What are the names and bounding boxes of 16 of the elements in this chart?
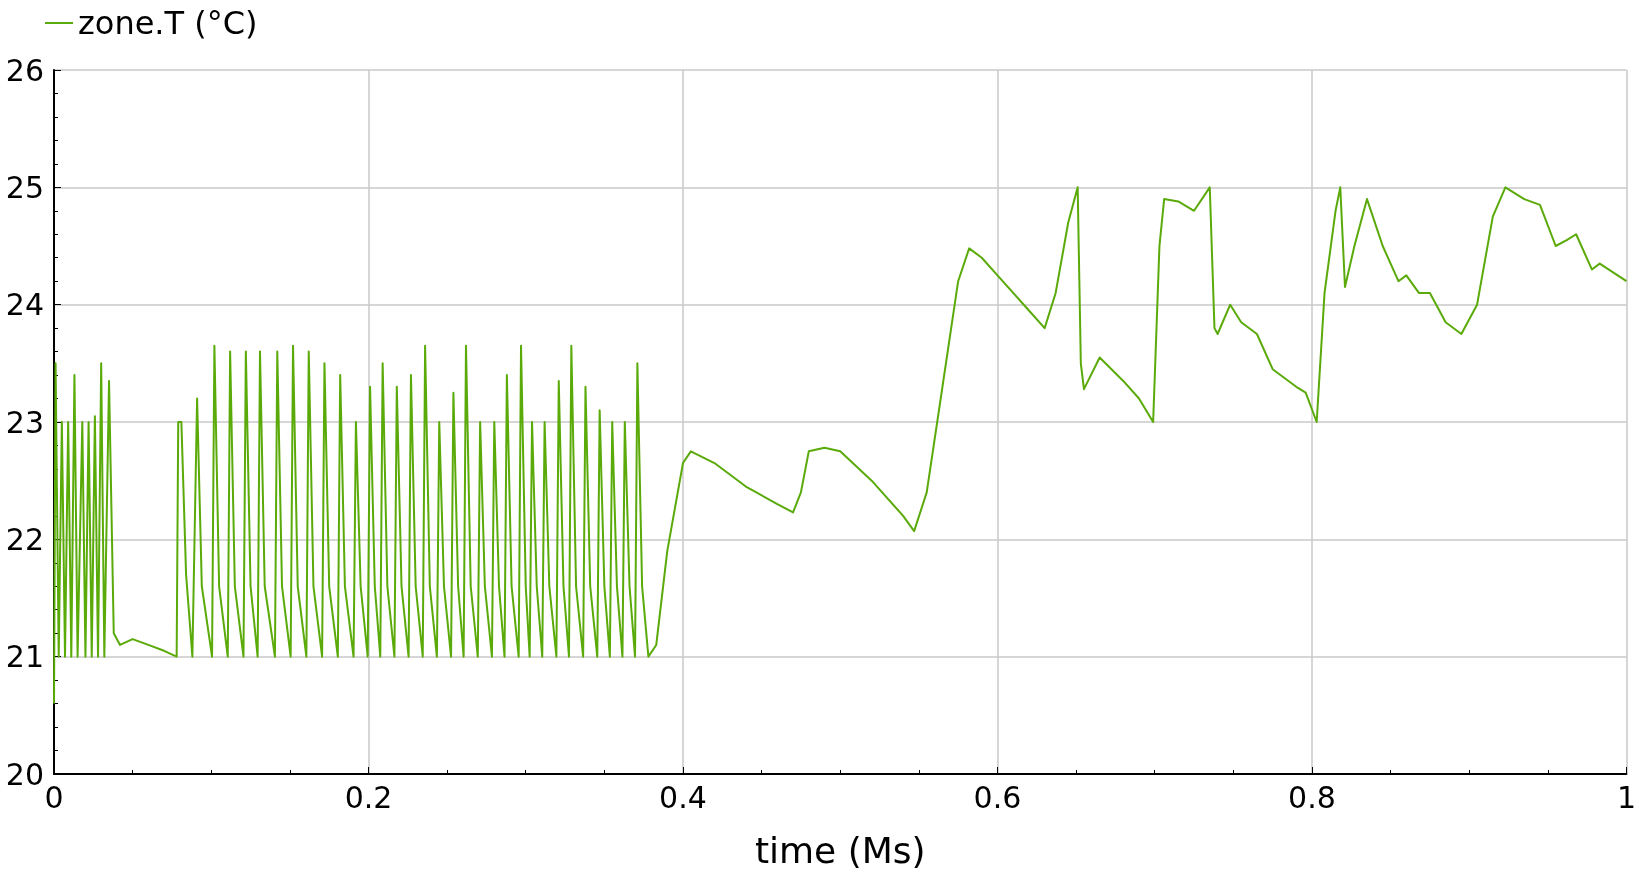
y-tick-label: 21 — [5, 639, 44, 675]
x-tick-label: 0.8 — [1288, 779, 1336, 815]
y-tick-label: 20 — [5, 756, 44, 792]
x-axis-title: time (Ms) — [754, 829, 926, 871]
y-tick-label: 26 — [5, 52, 44, 88]
line-series — [53, 186, 1628, 705]
y-tick-label: 22 — [5, 521, 44, 557]
y-tick-label: 25 — [5, 169, 44, 205]
x-tick-label: 0.4 — [659, 779, 707, 815]
x-tick-label: 0.6 — [973, 779, 1022, 815]
x-tick-label: 0.2 — [344, 779, 393, 815]
y-tick-label: 23 — [5, 404, 44, 440]
x-tick-label: 1 — [1616, 779, 1636, 815]
x-tick-label: 0 — [44, 779, 64, 815]
y-tick-label: 24 — [5, 287, 44, 323]
legend-label: zone.T (°C) — [78, 4, 258, 42]
